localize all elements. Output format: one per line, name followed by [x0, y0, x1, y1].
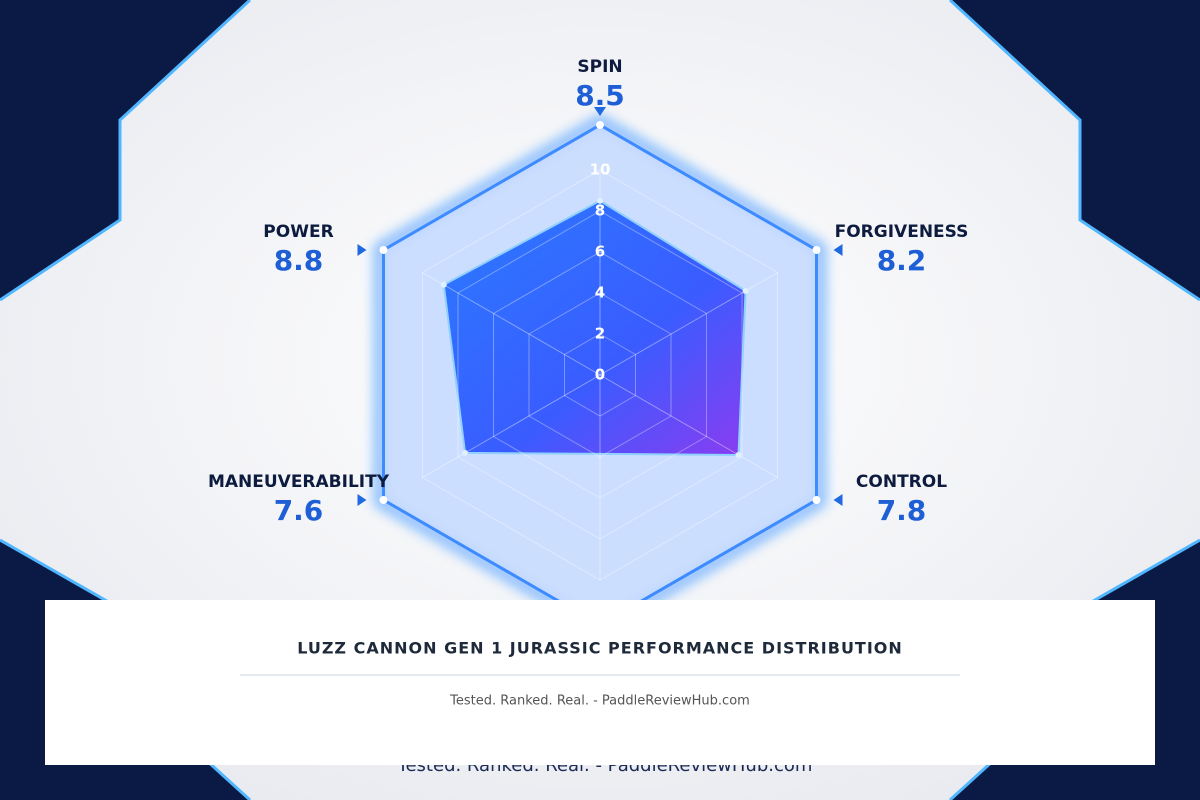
axis-label: POWER	[263, 222, 333, 242]
data-point	[735, 451, 742, 458]
spoke	[422, 374, 601, 478]
pointer	[833, 494, 843, 506]
r-tick-label: 10	[590, 161, 611, 179]
vertex-glow	[379, 496, 388, 504]
value-label: 8.2	[877, 244, 927, 277]
caption-box	[45, 600, 1155, 765]
grid-ring	[492, 251, 708, 499]
pointer	[357, 244, 367, 256]
axis-label: SPIN	[577, 57, 622, 77]
spoke	[599, 374, 778, 478]
axis-label: MANEUVERABILITY	[208, 472, 390, 492]
spoke	[422, 272, 601, 376]
data-point	[440, 281, 447, 288]
grid-ring	[457, 210, 743, 540]
grid-ring	[563, 333, 637, 417]
pointer	[594, 107, 606, 116]
r-tick-label: 4	[595, 284, 605, 302]
value-label: 8.5	[575, 79, 625, 112]
r-tick-label: 8	[595, 202, 605, 220]
radar-area	[442, 199, 747, 456]
r-tick-label: 2	[595, 325, 605, 343]
vertex-glow	[812, 246, 821, 254]
data-point	[462, 449, 469, 456]
data-point	[742, 287, 749, 294]
grid-ring	[421, 169, 779, 581]
axis-label: CONTROL	[856, 472, 947, 492]
data-point	[597, 197, 603, 204]
r-tick-label: 0	[595, 366, 605, 384]
grid-ring	[528, 292, 672, 458]
vertex-glow	[379, 246, 388, 254]
pointer	[833, 244, 843, 256]
value-label: 7.6	[274, 494, 324, 527]
axis-label: FORGIVENESS	[835, 222, 969, 242]
r-tick-label: 6	[595, 243, 605, 261]
value-label: 8.8	[274, 244, 324, 277]
vertex-glow	[812, 496, 821, 504]
chart-title: LUZZ CANNON GEN 1 JURASSIC PERFORMANCE D…	[297, 639, 903, 658]
pointer	[357, 494, 367, 506]
vertex-glow	[596, 121, 604, 129]
chart-subtitle: Tested. Ranked. Real. - PaddleReviewHub.…	[449, 694, 750, 709]
value-label: 7.8	[877, 494, 927, 527]
